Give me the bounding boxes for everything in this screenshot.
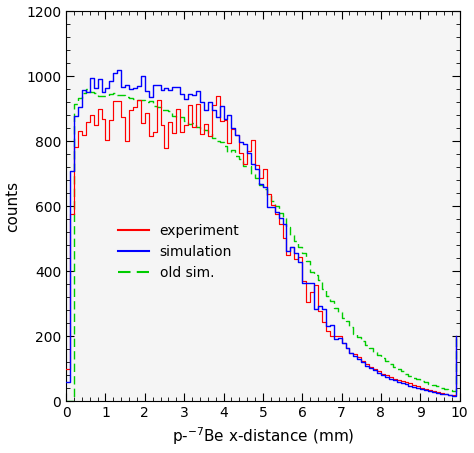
Legend: experiment, simulation, old sim.: experiment, simulation, old sim. bbox=[112, 218, 245, 285]
Y-axis label: counts: counts bbox=[6, 181, 20, 232]
X-axis label: p-$^{-7}$Be x-distance (mm): p-$^{-7}$Be x-distance (mm) bbox=[172, 426, 354, 448]
